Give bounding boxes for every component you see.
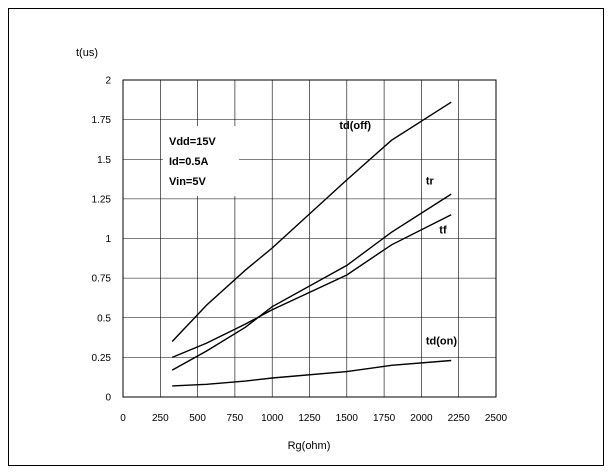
grid xyxy=(123,80,496,397)
series-line-tdon xyxy=(172,359,452,387)
y-tick-label: 0.5 xyxy=(97,313,111,324)
chart-frame: td(off) tr tf td(on) 0 250 500 750 1000 1250 1500… xyxy=(8,8,604,466)
x-tick-label: 250 xyxy=(152,413,169,424)
series-label-tdon: td(on) xyxy=(426,336,457,348)
series-line-tr xyxy=(171,193,452,371)
y-tick-label: 1 xyxy=(105,234,111,245)
series-label-tdoff: td(off) xyxy=(339,120,371,132)
condition-vdd: Vdd=15V xyxy=(169,136,216,148)
tick-labels: 0 250 500 750 1000 1250 1500 1750 2000 2250 2500 0 0… xyxy=(92,76,508,425)
series-label-tr: tr xyxy=(426,176,435,188)
series-line-tf xyxy=(171,214,452,359)
y-tick-label: 1.5 xyxy=(97,155,111,166)
x-tick-label: 500 xyxy=(189,413,206,424)
y-tick-label: 0.75 xyxy=(92,274,112,285)
x-tick-label: 2500 xyxy=(485,413,508,424)
conditions-box xyxy=(163,126,239,196)
condition-vin: Vin=5V xyxy=(169,176,206,188)
condition-id: Id=0.5A xyxy=(169,156,208,168)
y-tick-label: 1.25 xyxy=(92,194,112,205)
y-tick-label: 2 xyxy=(105,76,111,87)
series-group: td(off) tr tf td(on) xyxy=(171,101,457,387)
y-tick-label: 0.25 xyxy=(92,353,112,364)
series-line-tdoff xyxy=(171,101,452,342)
chart-svg: td(off) tr tf td(on) 0 250 500 750 1000 1250 1500… xyxy=(76,47,508,452)
plot-border xyxy=(122,79,497,398)
y-tick-label: 0 xyxy=(105,393,111,404)
x-tick-label: 0 xyxy=(120,413,126,424)
x-tick-label: 1250 xyxy=(298,413,321,424)
x-tick-label: 750 xyxy=(227,413,244,424)
x-tick-label: 2000 xyxy=(410,413,433,424)
x-tick-label: 1750 xyxy=(373,413,396,424)
series-label-tf: tf xyxy=(439,225,447,237)
x-tick-label: 2250 xyxy=(448,413,471,424)
y-tick-label: 1.75 xyxy=(92,115,112,126)
x-tick-label: 1500 xyxy=(336,413,359,424)
x-axis-title: Rg(ohm) xyxy=(288,440,331,452)
x-tick-label: 1000 xyxy=(261,413,284,424)
y-axis-title: t(us) xyxy=(76,47,98,59)
